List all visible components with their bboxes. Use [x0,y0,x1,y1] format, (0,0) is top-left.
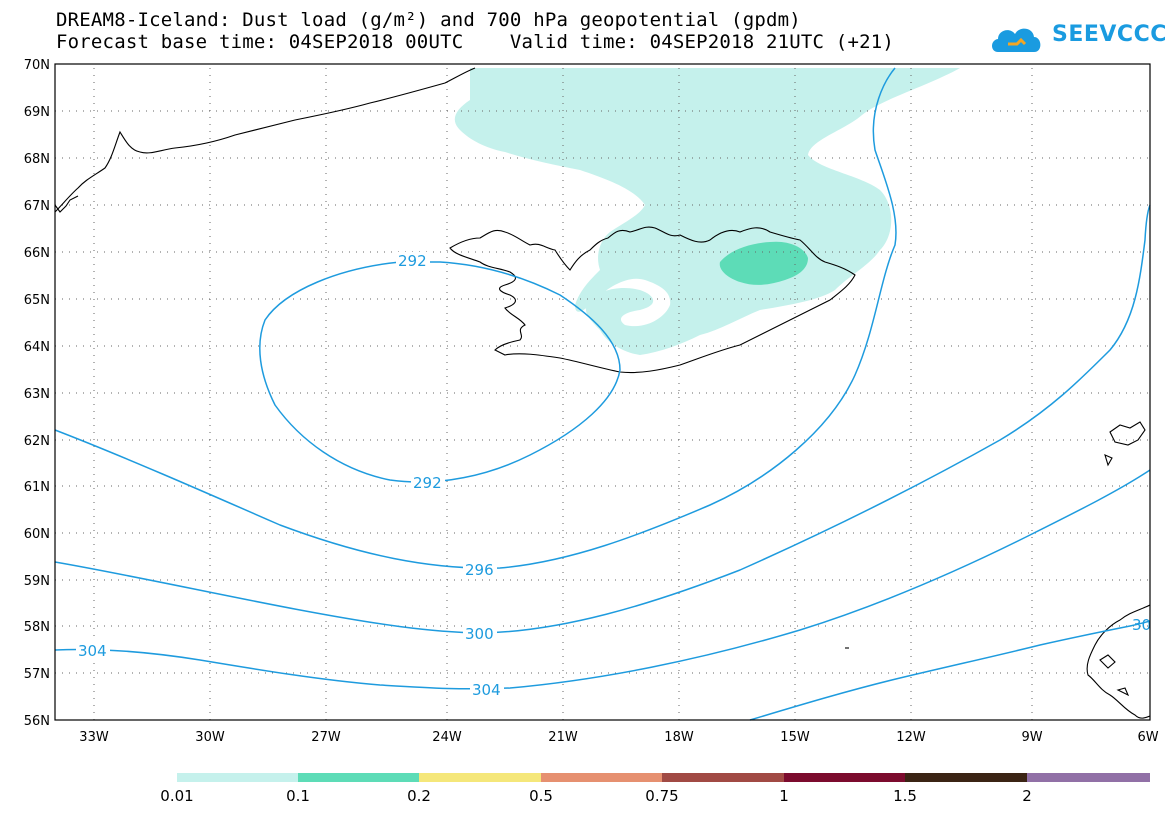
lat-label: 61N [24,480,50,495]
colorbar-label: 1 [779,787,789,805]
lat-label: 62N [24,434,50,449]
lon-label: 24W [432,730,462,745]
lat-label: 67N [24,199,50,214]
cloud-icon [992,28,1041,52]
contour-labels: 292 292 296 300 304 304 30 [76,252,1151,699]
lat-label: 66N [24,246,50,261]
colorbar-label: 0.01 [160,787,194,805]
lon-label: 27W [311,730,341,745]
colorbar-label: 0.1 [286,787,310,805]
contour-292 [259,261,621,483]
grid-lines [55,68,1150,720]
geopotential-contours [54,67,1151,721]
logo-text: SEEVCCC [1052,22,1167,47]
colorbar-label: 2 [1022,787,1032,805]
lat-label: 60N [24,527,50,542]
lon-label: 9W [1021,730,1042,745]
lon-label: 21W [548,730,578,745]
colorbar-segment [419,773,541,782]
contour-label-300: 300 [465,625,494,643]
contour-label-292-bottom: 292 [413,474,442,492]
contour-304 [54,469,1151,690]
latitude-labels: 70N 69N 68N 67N 66N 65N 64N 63N 62N 61N … [24,58,50,729]
colorbar-segment [177,773,298,782]
map-frame [54,63,1151,721]
lat-label: 63N [24,387,50,402]
lat-label: 59N [24,574,50,589]
colorbar-segment [784,773,905,782]
colorbar-segment [541,773,662,782]
colorbar-label: 1.5 [893,787,917,805]
lon-label: 30W [195,730,225,745]
contour-300 [54,204,1151,634]
map-canvas: 292 292 296 300 304 304 30 70N 69N 68N 6… [24,58,1159,745]
contour-label-296: 296 [465,561,494,579]
lon-label: 18W [664,730,694,745]
lon-label: 33W [79,730,109,745]
map-subtitle: Forecast base time: 04SEP2018 00UTC Vali… [56,31,895,53]
colorbar-label: 0.75 [645,787,679,805]
colorbar-segment [298,773,419,782]
dust-area-low [454,68,960,355]
contour-296 [54,67,897,569]
colorbar-label: 0.2 [407,787,431,805]
lat-label: 56N [24,714,50,729]
contour-308 [749,620,1151,721]
lat-label: 64N [24,340,50,355]
colorbar-segment [1027,773,1150,782]
lat-label: 65N [24,293,50,308]
lat-label: 69N [24,105,50,120]
colorbar-segment [662,773,784,782]
map-title: DREAM8-Iceland: Dust load (g/m²) and 700… [56,9,801,31]
contour-label-304-mid: 304 [472,681,501,699]
seevccc-logo [992,28,1041,52]
lon-label: 15W [780,730,810,745]
coastlines [54,67,1151,719]
lat-label: 70N [24,58,50,73]
contour-label-304-left: 304 [78,642,107,660]
colorbar-label: 0.5 [529,787,553,805]
lat-label: 68N [24,152,50,167]
contour-label-292-top: 292 [398,252,427,270]
lon-label: 12W [896,730,926,745]
lat-label: 58N [24,620,50,635]
colorbar-segment [905,773,1027,782]
contour-label-300-right: 30 [1132,616,1151,634]
longitude-labels: 33W 30W 27W 24W 21W 18W 15W 12W 9W 6W [79,730,1158,745]
lat-label: 57N [24,667,50,682]
lon-label: 6W [1137,730,1158,745]
